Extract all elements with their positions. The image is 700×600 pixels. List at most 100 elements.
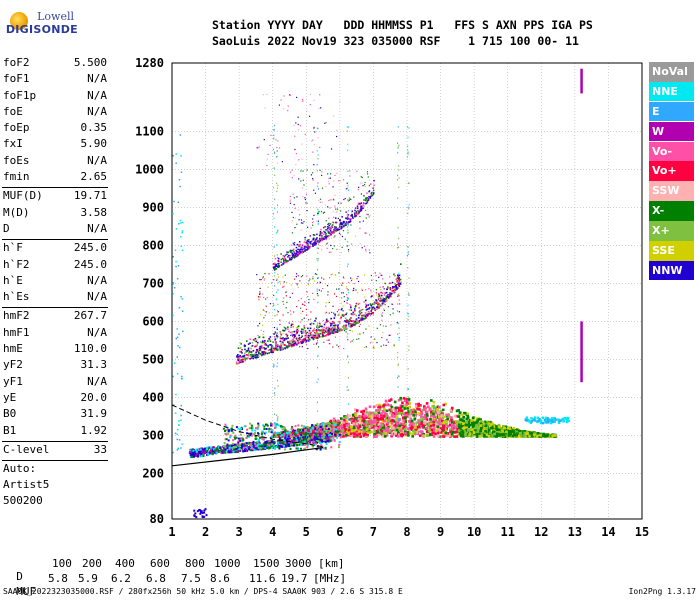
echo-point (442, 431, 446, 434)
echo-point (430, 422, 434, 426)
echo-point (382, 302, 385, 304)
param-value: 1.92 (80, 423, 108, 437)
echo-point (367, 304, 370, 306)
echo-point (231, 447, 234, 450)
echo-point (372, 419, 375, 422)
echo-point (322, 447, 325, 450)
echo-point (261, 344, 263, 347)
echo-point (436, 408, 439, 411)
echo-point (396, 277, 399, 279)
echo-point (335, 295, 338, 298)
echo-point (350, 324, 353, 327)
echo-point (490, 432, 494, 435)
echo-point (421, 418, 425, 421)
echo-point (258, 347, 261, 350)
echo-point (395, 286, 397, 288)
echo-point (479, 424, 483, 427)
echo-point (396, 421, 400, 425)
echo-point (239, 439, 242, 442)
echo-point (368, 308, 370, 310)
echo-point (276, 435, 279, 438)
y-tick-label: 300 (142, 428, 164, 442)
echo-point (385, 426, 388, 430)
echo-point (254, 437, 257, 440)
echo-point (283, 439, 286, 442)
echo-point (357, 280, 360, 283)
echo-point (376, 416, 379, 420)
echo-point (345, 420, 349, 424)
echo-point (321, 328, 324, 331)
echo-point (334, 328, 336, 330)
echo-point (200, 449, 203, 452)
echo-point (357, 426, 360, 430)
echo-point (395, 285, 397, 288)
echo-point (377, 303, 379, 306)
echo-point (338, 441, 341, 444)
legend-item-voplus: Vo+ (649, 161, 694, 181)
echo-point (362, 420, 366, 423)
echo-point (226, 446, 230, 450)
echo-point (196, 455, 199, 458)
echo-point (392, 308, 394, 310)
echo-point (411, 410, 414, 414)
echo-point (397, 430, 400, 434)
echo-point (265, 441, 268, 444)
echo-point (423, 407, 426, 411)
echo-point (279, 337, 282, 340)
echo-point (404, 405, 408, 409)
echo-point (296, 440, 299, 443)
echo-point (459, 418, 462, 421)
echo-point (258, 336, 260, 339)
echo-point (290, 343, 293, 345)
echo-point (326, 333, 329, 336)
echo-point (361, 316, 363, 318)
echo-point (443, 424, 447, 428)
echo-point (487, 422, 491, 425)
echo-point (282, 314, 284, 316)
param-value: 31.9 (80, 407, 108, 421)
echo-point (285, 345, 288, 348)
echo-point (298, 337, 301, 339)
echo-point (412, 429, 415, 433)
echo-point (304, 334, 307, 337)
echo-point (424, 422, 427, 425)
echo-point (261, 351, 264, 353)
param-label: MUF(D) (3, 189, 43, 203)
param-label: h`F (3, 241, 23, 255)
echo-point (324, 330, 327, 332)
echo-point (361, 314, 363, 317)
echo-point (306, 291, 308, 293)
echo-point (281, 337, 283, 340)
echo-point (551, 434, 554, 438)
echo-point (279, 425, 282, 428)
echo-point (251, 344, 254, 347)
echo-point (317, 425, 320, 428)
echo-point (547, 418, 550, 421)
echo-point (314, 436, 317, 439)
legend-item-e: E (649, 101, 694, 122)
echo-point (263, 279, 265, 281)
plot-frame (171, 62, 643, 520)
echo-point (374, 425, 377, 429)
echo-point (331, 429, 334, 432)
echo-point (330, 436, 333, 439)
echo-point (355, 410, 359, 414)
echo-point (257, 424, 260, 427)
echo-point (389, 282, 391, 285)
x-tick-label: 14 (601, 525, 615, 539)
echo-point (312, 429, 316, 433)
y-tick-label: 1100 (135, 124, 164, 138)
echo-point (311, 445, 314, 448)
echo-point (233, 436, 236, 439)
echo-point (279, 349, 282, 351)
echo-point (239, 433, 242, 436)
echo-point (466, 416, 470, 419)
echo-point (401, 431, 405, 434)
echo-point (400, 263, 402, 265)
echo-point (365, 289, 367, 291)
echo-point (331, 330, 333, 333)
echo-point (377, 299, 379, 301)
echo-point (484, 424, 488, 428)
echo-point (326, 428, 330, 432)
echo-point (287, 435, 290, 438)
